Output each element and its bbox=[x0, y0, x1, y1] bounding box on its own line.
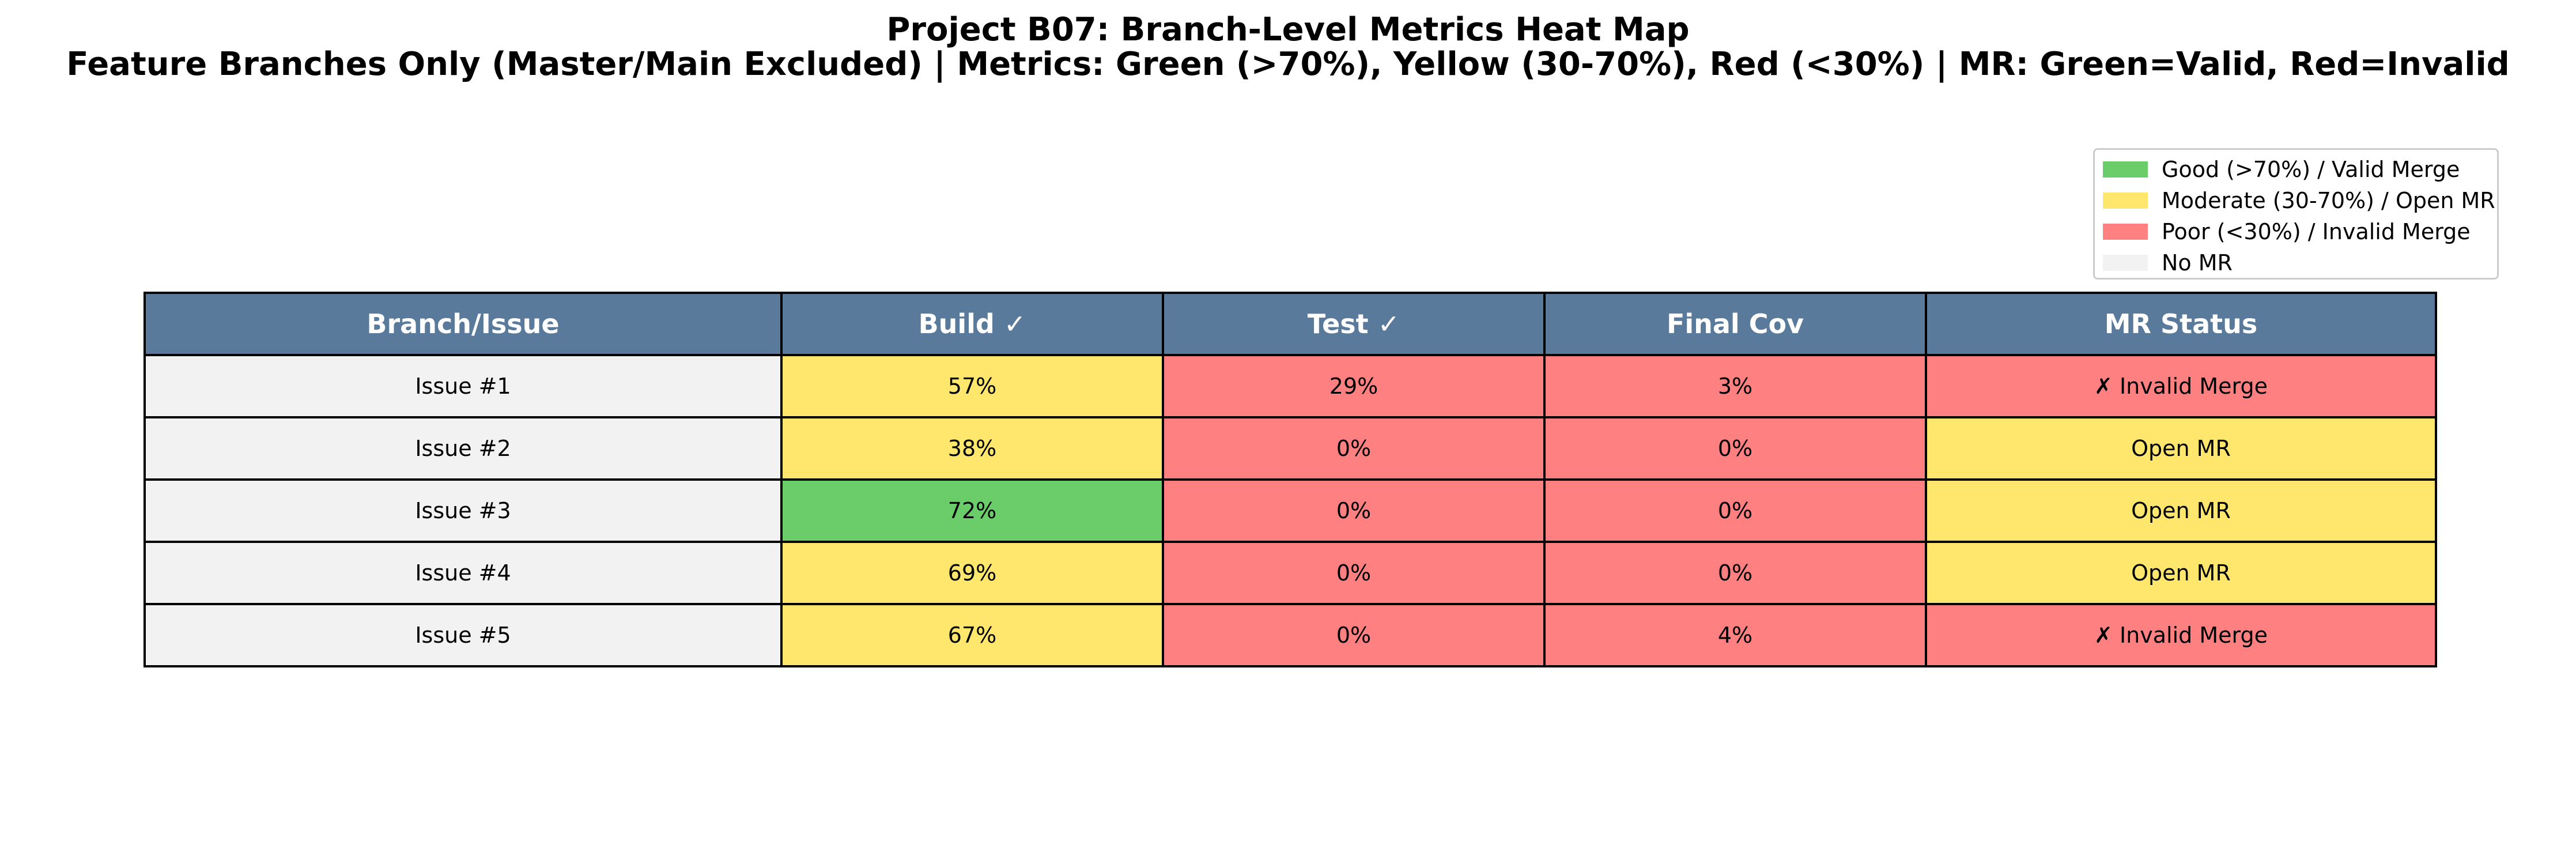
legend-item-poor: Poor (<30%) / Invalid Merge bbox=[2095, 216, 2498, 247]
table-row: Issue #2 38% 0% 0% Open MR bbox=[143, 416, 2437, 481]
cell-final-cov: 0% bbox=[1543, 478, 1927, 543]
legend-swatch-moderate bbox=[2103, 193, 2148, 209]
cell-branch: Issue #4 bbox=[143, 541, 783, 605]
metrics-heat-table: Branch/Issue Build ✓ Test ✓ Final Cov MR… bbox=[143, 292, 2437, 667]
cell-mr-status: Open MR bbox=[1925, 416, 2437, 481]
table-row: Issue #5 67% 0% 4% ✗ Invalid Merge bbox=[143, 603, 2437, 667]
legend-swatch-no-mr bbox=[2103, 255, 2148, 271]
cell-branch: Issue #1 bbox=[143, 354, 783, 418]
cell-final-cov: 3% bbox=[1543, 354, 1927, 418]
legend-label-no-mr: No MR bbox=[2162, 250, 2233, 276]
column-header-build: Build ✓ bbox=[780, 292, 1164, 356]
cell-build: 38% bbox=[780, 416, 1164, 481]
column-header-final-cov: Final Cov bbox=[1543, 292, 1927, 356]
cell-test: 29% bbox=[1162, 354, 1546, 418]
column-header-mr-status: MR Status bbox=[1925, 292, 2437, 356]
legend-item-no-mr: No MR bbox=[2095, 247, 2498, 278]
chart-subtitle: Feature Branches Only (Master/Main Exclu… bbox=[66, 46, 2510, 83]
table-row: Issue #3 72% 0% 0% Open MR bbox=[143, 478, 2437, 543]
legend-label-moderate: Moderate (30-70%) / Open MR bbox=[2162, 188, 2495, 213]
cell-branch: Issue #5 bbox=[143, 603, 783, 667]
cell-test: 0% bbox=[1162, 416, 1546, 481]
cell-build: 69% bbox=[780, 541, 1164, 605]
legend-swatch-poor bbox=[2103, 224, 2148, 240]
legend-item-moderate: Moderate (30-70%) / Open MR bbox=[2095, 184, 2498, 216]
table-row: Issue #4 69% 0% 0% Open MR bbox=[143, 541, 2437, 605]
cell-mr-status: ✗ Invalid Merge bbox=[1925, 603, 2437, 667]
legend-label-good: Good (>70%) / Valid Merge bbox=[2162, 157, 2460, 182]
legend-label-poor: Poor (<30%) / Invalid Merge bbox=[2162, 219, 2471, 244]
cell-final-cov: 4% bbox=[1543, 603, 1927, 667]
column-header-test: Test ✓ bbox=[1162, 292, 1546, 356]
legend-item-good: Good (>70%) / Valid Merge bbox=[2095, 153, 2498, 184]
cell-build: 57% bbox=[780, 354, 1164, 418]
cell-test: 0% bbox=[1162, 603, 1546, 667]
table-row: Issue #1 57% 29% 3% ✗ Invalid Merge bbox=[143, 354, 2437, 418]
cell-build: 67% bbox=[780, 603, 1164, 667]
cell-final-cov: 0% bbox=[1543, 541, 1927, 605]
cell-build: 72% bbox=[780, 478, 1164, 543]
legend-swatch-good bbox=[2103, 161, 2148, 178]
cell-mr-status: ✗ Invalid Merge bbox=[1925, 354, 2437, 418]
column-header-branch: Branch/Issue bbox=[143, 292, 783, 356]
cell-final-cov: 0% bbox=[1543, 416, 1927, 481]
cell-test: 0% bbox=[1162, 541, 1546, 605]
cell-branch: Issue #3 bbox=[143, 478, 783, 543]
cell-mr-status: Open MR bbox=[1925, 541, 2437, 605]
cell-test: 0% bbox=[1162, 478, 1546, 543]
chart-title: Project B07: Branch-Level Metrics Heat M… bbox=[886, 11, 1690, 48]
table-header-row: Branch/Issue Build ✓ Test ✓ Final Cov MR… bbox=[143, 292, 2437, 356]
legend: Good (>70%) / Valid Merge Moderate (30-7… bbox=[2093, 148, 2499, 280]
cell-mr-status: Open MR bbox=[1925, 478, 2437, 543]
table-body: Issue #1 57% 29% 3% ✗ Invalid Merge Issue #2 3… bbox=[143, 354, 2437, 667]
cell-branch: Issue #2 bbox=[143, 416, 783, 481]
